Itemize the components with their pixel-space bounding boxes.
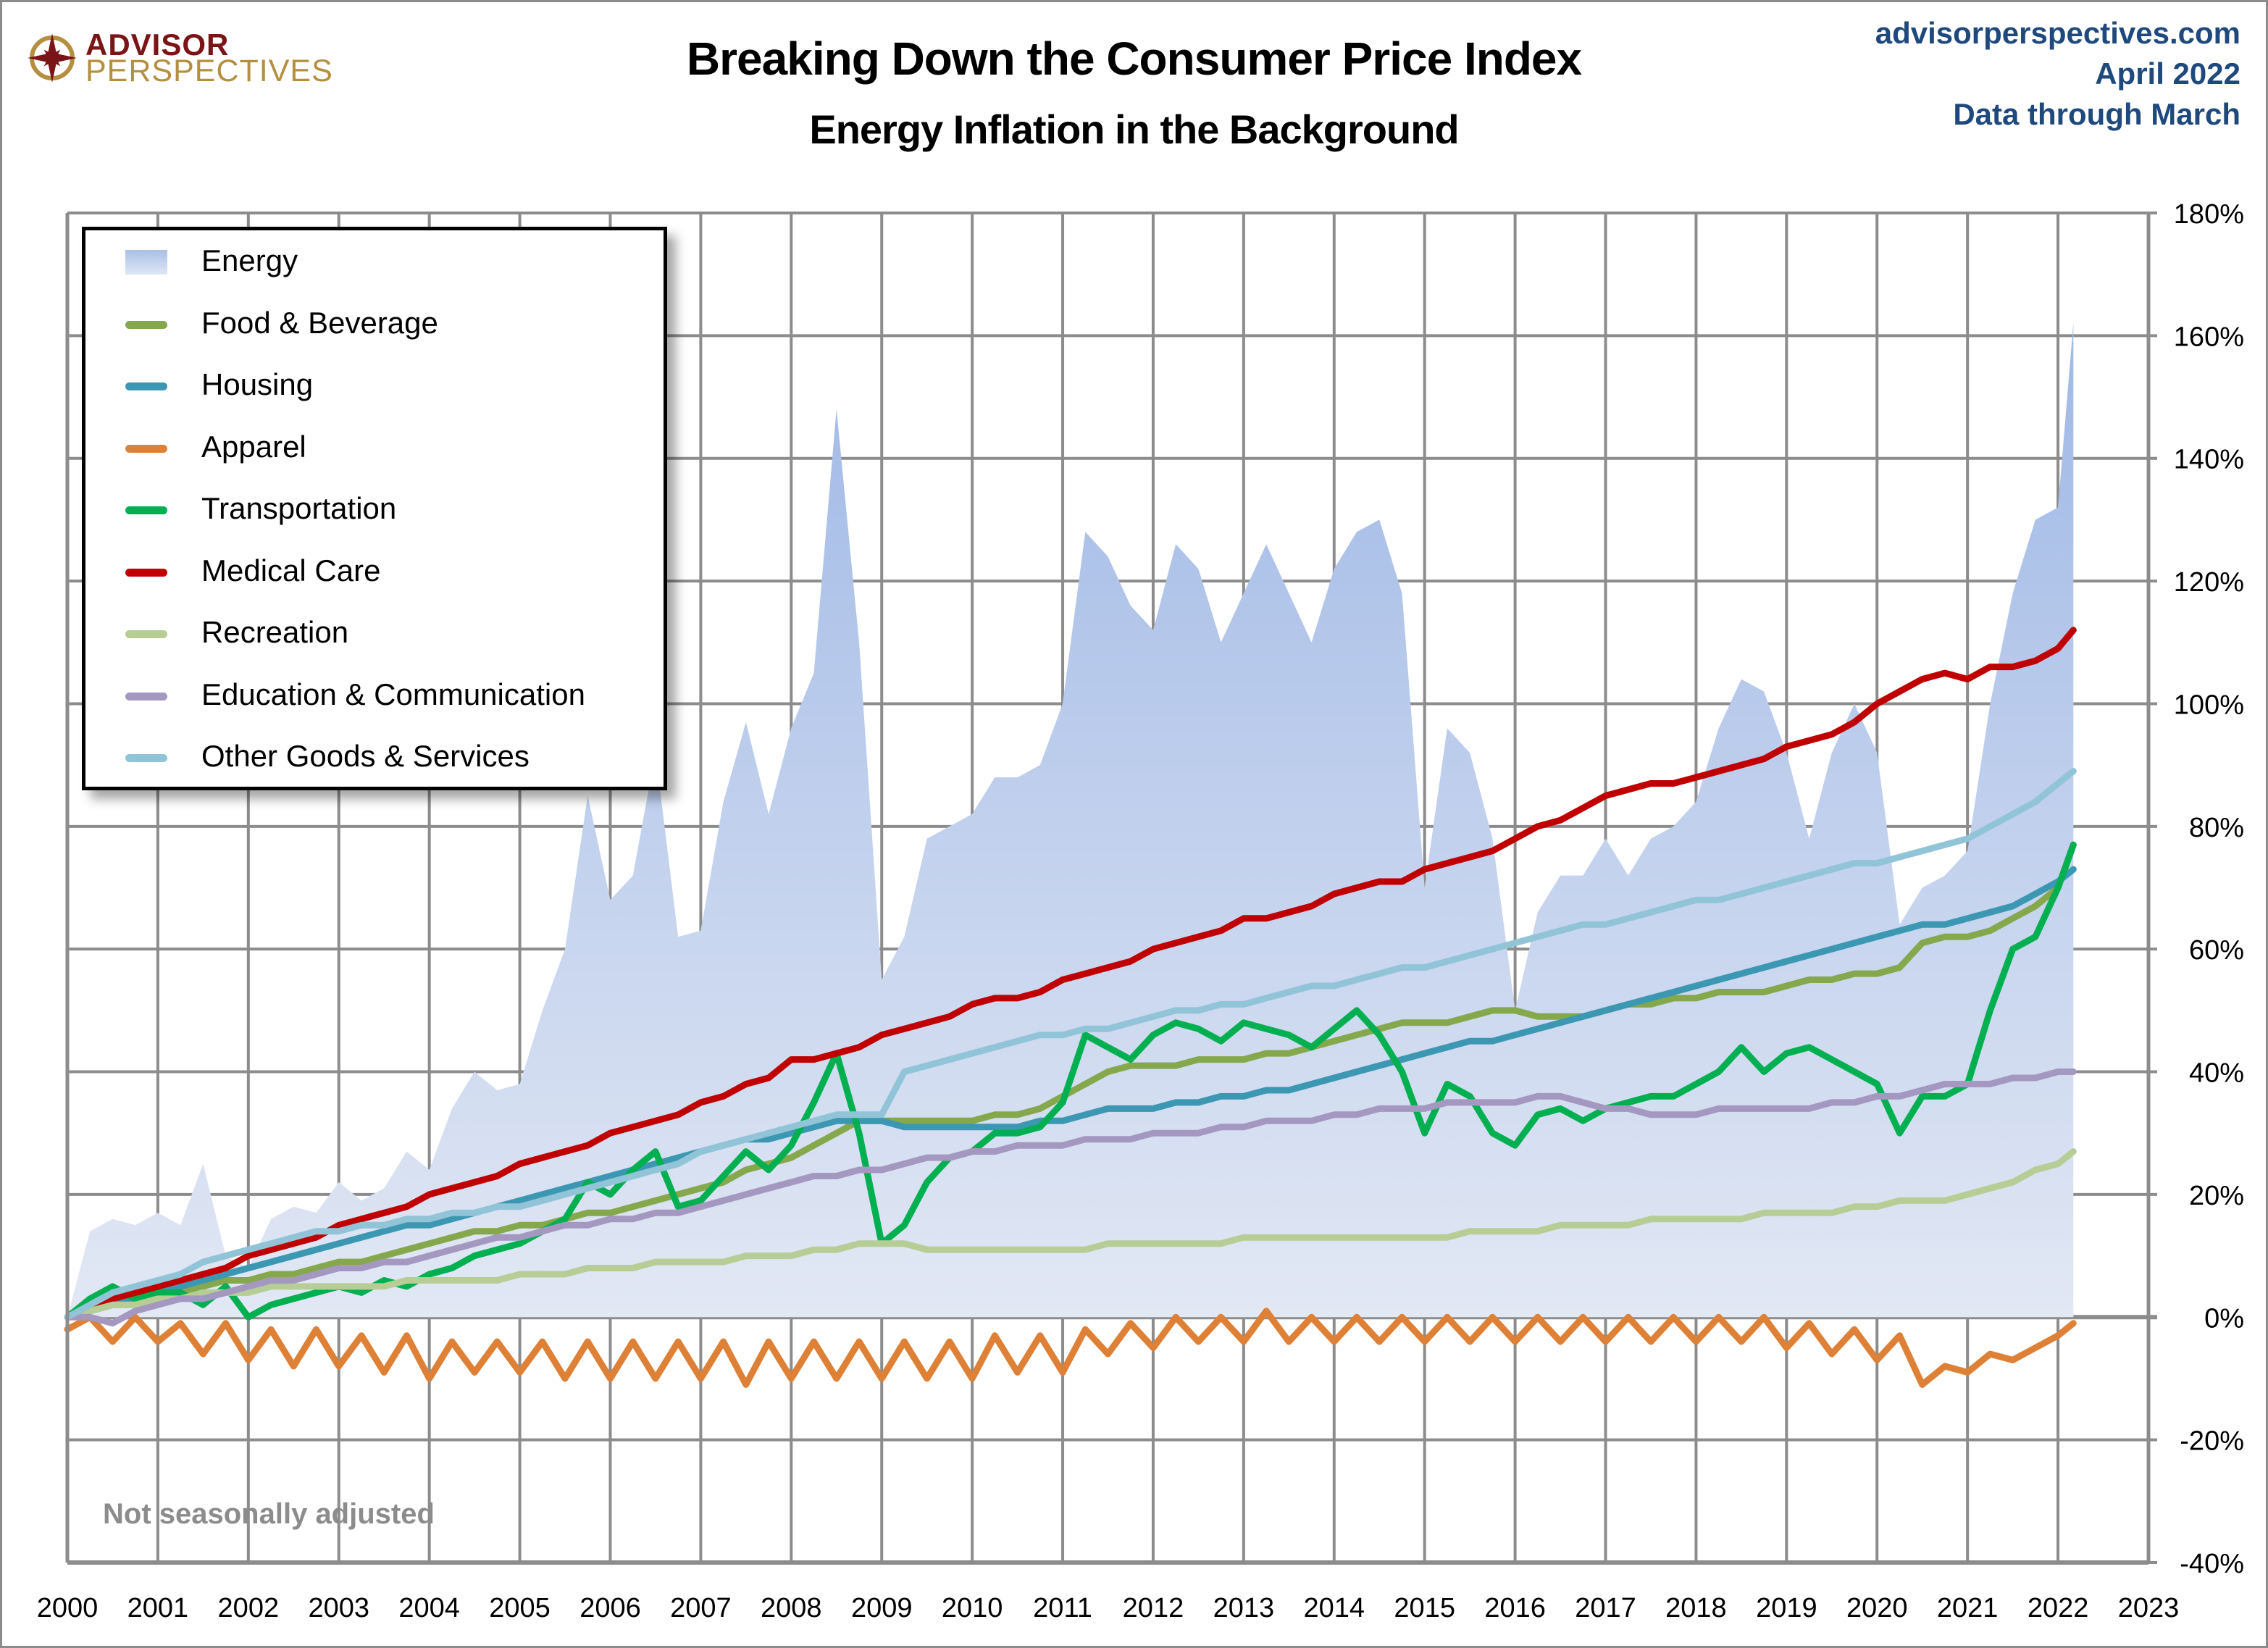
series-line-recreation <box>64 1148 2077 1321</box>
x-tick-label: 2021 <box>1937 1593 1999 1623</box>
legend-label: Transportation <box>201 491 397 525</box>
legend-swatch <box>125 444 167 453</box>
legend-label: Recreation <box>201 615 349 649</box>
y-tick-label: 140% <box>2174 445 2244 475</box>
legend-swatch <box>125 250 167 275</box>
y-tick-label: 80% <box>2189 813 2244 843</box>
source-website[interactable]: advisorperspectives.com <box>1875 16 2240 50</box>
x-tick-label: 2017 <box>1575 1593 1636 1623</box>
y-tick-label: 160% <box>2174 322 2244 352</box>
advisor-perspectives-logo: ADVISOR PERSPECTIVES <box>26 28 332 88</box>
compass-star-icon <box>28 33 77 83</box>
x-tick-label: 2009 <box>851 1593 913 1623</box>
source-block: advisorperspectives.com April 2022 Data … <box>1875 13 2240 135</box>
x-tick-label: 2023 <box>2118 1593 2180 1623</box>
legend-item: Transportation <box>85 488 664 532</box>
y-tick-label: 100% <box>2174 690 2244 720</box>
x-tick-label: 2020 <box>1846 1593 1908 1623</box>
legend-swatch <box>125 506 167 514</box>
legend: Energy Food & Beverage Housing Apparel Trans… <box>82 227 667 790</box>
series-line-other-goods-services <box>64 768 2077 1321</box>
chart-title: Breaking Down the Consumer Price Index <box>686 33 1582 85</box>
x-axis-tick-labels: 2000 2001 2002 2003 2004 2005 2006 2007 2008 2009… <box>37 1593 2180 1623</box>
legend-label: Apparel <box>201 429 306 464</box>
y-tick-label: -20% <box>2180 1426 2244 1457</box>
series-line-medical-care <box>64 627 2077 1321</box>
y-tick-label: 60% <box>2189 935 2244 966</box>
x-tick-label: 2014 <box>1304 1593 1365 1623</box>
series-line-transportation <box>64 841 2077 1321</box>
x-tick-label: 2015 <box>1394 1593 1455 1623</box>
y-tick-label: 20% <box>2189 1181 2244 1211</box>
legend-label: Medical Care <box>201 553 381 587</box>
data-through-note: Data through March <box>1953 97 2240 131</box>
seasonal-adjustment-note: Not seasonally adjusted <box>103 1498 435 1530</box>
logo-line-2: PERSPECTIVES <box>85 54 333 88</box>
x-tick-label: 2010 <box>942 1593 1003 1623</box>
y-tick-label: 0% <box>2204 1303 2244 1334</box>
x-tick-label: 2004 <box>398 1593 460 1623</box>
legend-item: Food & Beverage <box>85 303 664 346</box>
legend-swatch <box>125 568 167 577</box>
legend-label: Energy <box>201 243 298 277</box>
x-tick-label: 2008 <box>761 1593 822 1623</box>
legend-item: Energy <box>85 240 664 284</box>
legend-label: Education & Communication <box>201 677 585 711</box>
series-line-education-communication <box>64 1068 2077 1327</box>
y-axis-tick-labels: 180% 160% 140% 120% 100% 80% 60% 40% 20% 0% -20% -4… <box>2174 199 2244 1579</box>
x-tick-label: 2022 <box>2028 1593 2089 1623</box>
legend-swatch <box>125 692 167 700</box>
logo-line-1: ADVISOR <box>85 28 230 62</box>
legend-item: Housing <box>85 364 664 408</box>
series-line-housing <box>64 866 2077 1321</box>
legend-item: Apparel <box>85 427 664 470</box>
x-tick-label: 2013 <box>1213 1593 1275 1623</box>
x-tick-label: 2012 <box>1123 1593 1184 1623</box>
legend-item: Education & Communication <box>85 674 664 718</box>
legend-item: Recreation <box>85 612 664 656</box>
legend-item: Other Goods & Services <box>85 736 664 779</box>
x-tick-label: 2011 <box>1033 1593 1092 1623</box>
y-tick-label: -40% <box>2180 1549 2244 1579</box>
legend-label: Other Goods & Services <box>201 739 530 773</box>
legend-swatch <box>125 382 167 390</box>
x-tick-label: 2007 <box>670 1593 732 1623</box>
x-tick-label: 2001 <box>127 1593 189 1623</box>
legend-swatch <box>125 754 167 762</box>
legend-swatch <box>125 630 167 638</box>
series-lines-layer <box>64 627 2077 1388</box>
legend-label: Food & Beverage <box>201 305 438 340</box>
x-tick-label: 2018 <box>1665 1593 1727 1623</box>
legend-item: Medical Care <box>85 551 664 594</box>
y-tick-label: 180% <box>2174 199 2244 230</box>
x-tick-label: 2005 <box>489 1593 551 1623</box>
x-tick-label: 2006 <box>579 1593 641 1623</box>
legend-label: Housing <box>201 367 314 401</box>
legend-swatch <box>125 320 167 329</box>
x-tick-label: 2016 <box>1484 1593 1546 1623</box>
chart-subtitle: Energy Inflation in the Background <box>809 106 1459 152</box>
x-tick-label: 2019 <box>1756 1593 1817 1623</box>
y-tick-label: 40% <box>2189 1058 2244 1089</box>
y-tick-label: 120% <box>2174 567 2244 598</box>
energy-area-layer <box>67 323 2074 1318</box>
axes <box>65 212 2151 1565</box>
x-tick-label: 2002 <box>218 1593 280 1623</box>
x-tick-label: 2003 <box>308 1593 369 1623</box>
series-area-energy <box>67 323 2074 1318</box>
x-tick-label: 2000 <box>37 1593 99 1623</box>
publication-date: April 2022 <box>2095 57 2240 91</box>
series-line-food-beverage <box>64 841 2077 1321</box>
series-line-apparel <box>64 1308 2077 1388</box>
